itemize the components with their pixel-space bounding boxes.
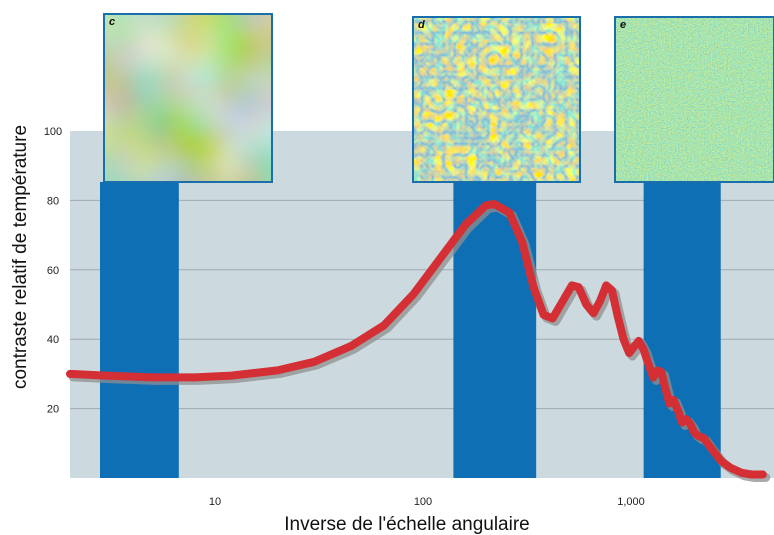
data-point-27 — [616, 314, 619, 316]
inset-e-texture — [615, 17, 774, 182]
data-point-33 — [647, 362, 649, 365]
data-point-32 — [642, 348, 645, 351]
data-point-17 — [542, 314, 545, 316]
data-point-37 — [664, 387, 666, 389]
data-point-48 — [719, 459, 722, 462]
y-tick-label-80: 80 — [47, 195, 59, 207]
inset-d-texture — [413, 17, 580, 182]
inset-d: d — [412, 16, 581, 183]
data-point-16 — [532, 286, 535, 288]
inset-c: c — [103, 13, 273, 183]
data-point-3 — [194, 376, 196, 379]
data-point-8 — [383, 324, 385, 327]
data-point-42 — [685, 418, 687, 420]
data-point-12 — [484, 204, 487, 207]
data-point-45 — [698, 435, 700, 438]
data-point-26 — [611, 289, 613, 292]
data-point-23 — [592, 312, 595, 315]
inset-e-letter: e — [620, 19, 626, 31]
curve-group — [66, 199, 771, 482]
data-point-14 — [508, 211, 511, 214]
data-point-2 — [151, 376, 154, 379]
data-point-10 — [438, 258, 441, 261]
inset-d-letter: d — [418, 19, 425, 31]
data-point-50 — [740, 472, 743, 474]
y-tick-label-100: 100 — [44, 126, 62, 138]
data-point-29 — [628, 352, 630, 354]
data-point-4 — [230, 374, 233, 377]
data-point-22 — [585, 303, 588, 306]
data-point-0 — [69, 373, 71, 375]
data-point-5 — [276, 369, 279, 372]
data-point-35 — [656, 369, 659, 372]
data-point-9 — [412, 293, 415, 295]
data-point-25 — [605, 284, 607, 287]
data-point-18 — [551, 317, 554, 320]
band-c — [100, 182, 179, 478]
data-point-24 — [599, 300, 601, 302]
y-tick-label-60: 60 — [47, 265, 59, 277]
data-point-51 — [750, 473, 753, 476]
y-tick-label-40: 40 — [47, 334, 59, 346]
inset-e: e — [614, 16, 774, 183]
inset-c-frame — [103, 13, 273, 183]
data-point-30 — [633, 345, 636, 347]
band-e — [643, 182, 721, 478]
data-point-41 — [681, 421, 683, 424]
data-point-20 — [571, 284, 573, 287]
inset-c-letter: c — [109, 16, 115, 28]
data-point-39 — [672, 399, 675, 401]
data-point-43 — [689, 423, 692, 426]
data-point-13 — [493, 203, 496, 205]
data-point-38 — [668, 402, 671, 405]
x-axis-ticks: 10 100 1,000 — [209, 496, 645, 508]
inset-e-frame — [614, 16, 774, 183]
y-tick-label-20: 20 — [47, 404, 59, 416]
x-tick-label-10: 10 — [209, 496, 221, 508]
data-point-34 — [652, 376, 655, 379]
inset-c-texture — [104, 14, 272, 182]
data-point-52 — [762, 473, 764, 476]
y-axis-title: contraste relatif de température — [10, 125, 31, 389]
x-tick-label-100: 100 — [414, 496, 432, 508]
data-point-36 — [660, 371, 663, 374]
y-axis-ticks: 20 40 60 80 100 — [44, 126, 62, 416]
data-point-6 — [313, 361, 316, 363]
data-point-44 — [693, 432, 696, 434]
x-axis-title: Inverse de l'échelle angulaire — [284, 514, 530, 535]
data-point-31 — [638, 340, 640, 342]
data-point-11 — [464, 223, 467, 226]
data-point-1 — [105, 374, 107, 377]
data-point-28 — [622, 338, 625, 341]
data-point-15 — [521, 241, 523, 243]
data-point-49 — [729, 466, 731, 469]
data-point-7 — [350, 345, 352, 347]
data-point-21 — [577, 286, 580, 288]
x-tick-label-1000: 1,000 — [617, 496, 645, 508]
data-point-46 — [703, 437, 705, 439]
data-point-19 — [562, 300, 564, 302]
inset-d-frame — [412, 16, 581, 183]
data-point-40 — [677, 409, 679, 412]
sky-map-insets: c d e — [103, 13, 774, 183]
data-point-47 — [709, 446, 711, 448]
